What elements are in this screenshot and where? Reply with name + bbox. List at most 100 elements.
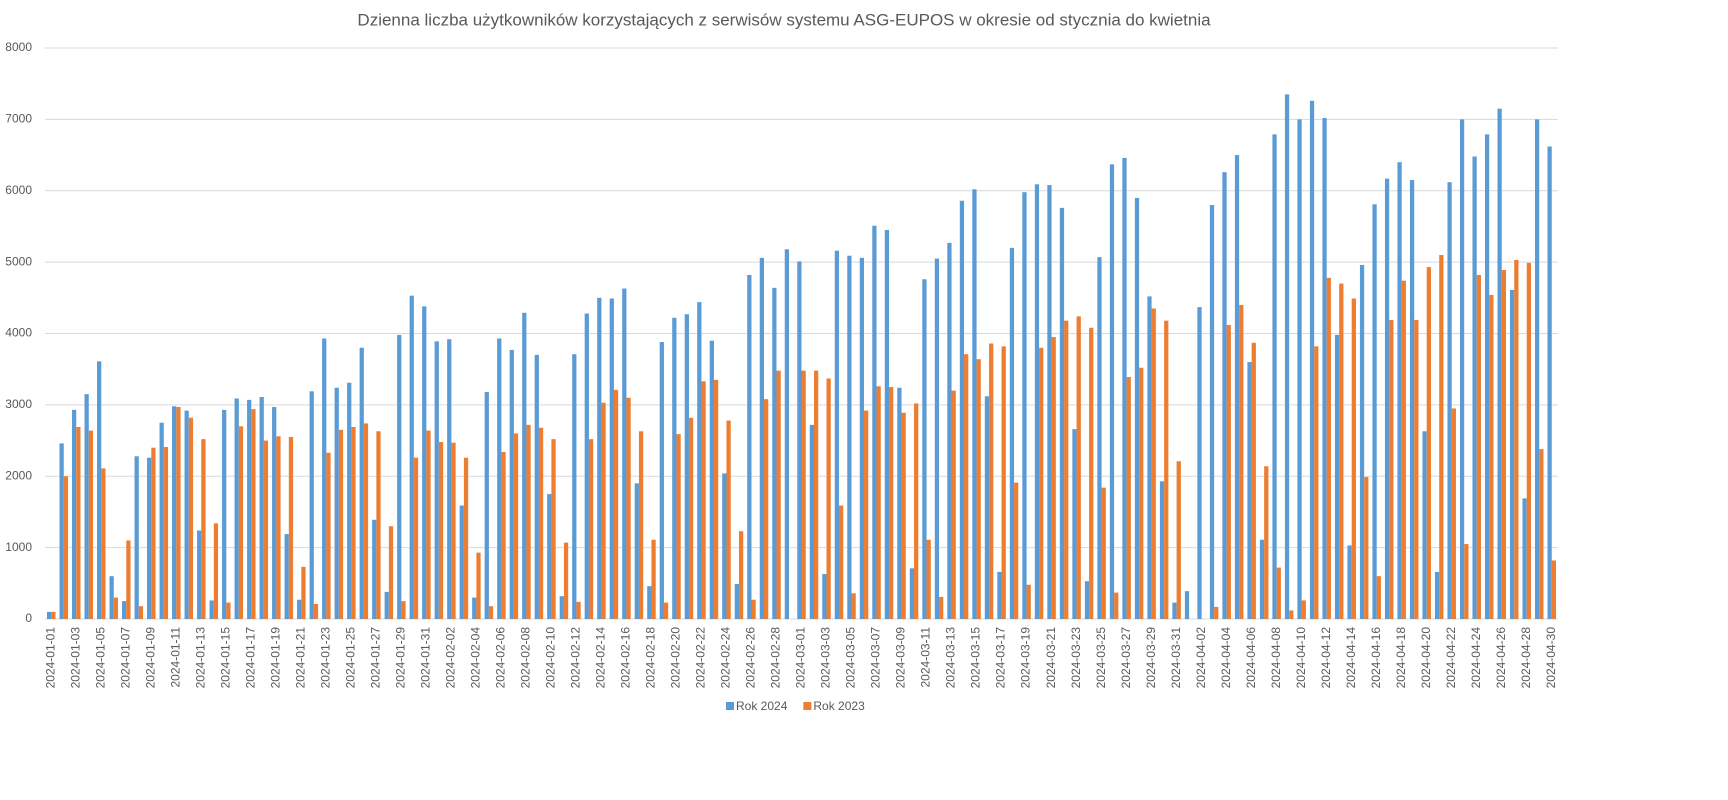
bar [497,338,502,619]
y-tick-label: 2000 [5,468,32,482]
bar [1451,408,1456,619]
bar [163,446,169,619]
bar [1509,289,1515,619]
bar [1314,346,1319,619]
bar [814,370,819,619]
bar [801,370,806,619]
bar [401,601,406,619]
bar [351,427,356,619]
bar [697,302,702,619]
bar [134,456,139,619]
bar [1351,298,1356,619]
bar [1097,257,1102,619]
x-tick-label: 2024-02-02 [444,627,458,689]
x-tick-label: 2024-02-06 [494,627,508,689]
bar [601,402,606,619]
x-tick-label: 2024-01-09 [143,627,157,689]
bar [722,473,727,619]
bar [1239,304,1244,619]
x-tick-label: 2024-01-19 [268,627,282,689]
y-tick-label: 3000 [5,397,32,411]
bar [488,606,494,619]
bar [1376,576,1381,619]
bar [1551,560,1556,619]
bar [1534,119,1540,619]
bar [1022,192,1027,620]
x-tick-label: 2024-04-04 [1219,627,1233,689]
bar [1426,267,1431,619]
y-tick-label: 6000 [5,183,32,197]
x-tick-label: 2024-02-28 [769,627,783,689]
x-tick-label: 2024-03-07 [869,627,883,689]
x-tick-label: 2024-02-24 [719,627,733,689]
bar [809,424,815,619]
bar [1347,545,1352,619]
x-tick-label: 2024-03-31 [1169,627,1183,689]
bar [363,423,369,619]
bar [1264,466,1269,619]
bar [1359,264,1365,619]
legend-label: Rok 2023 [813,699,865,713]
bar [509,349,514,619]
bar [1101,487,1106,619]
bar [1014,482,1019,619]
bar [1297,119,1302,619]
bar [413,457,419,619]
bar [1364,476,1369,619]
bar [1026,584,1031,619]
bar [1114,592,1119,619]
x-tick-label: 2024-01-13 [193,627,207,689]
x-tick-label: 2024-01-15 [218,627,232,689]
bar [1259,539,1265,619]
bar [1501,269,1506,619]
bar [1072,429,1077,619]
bar [426,430,431,619]
bar [1122,157,1127,620]
bar [634,483,639,619]
bar [259,397,264,619]
bar [113,597,119,619]
bar [322,338,327,619]
bar [1064,320,1069,619]
bar [226,602,231,619]
bar [1034,184,1040,620]
bar [1522,498,1527,619]
chart-title: Dzienna liczba użytkowników korzystający… [357,10,1211,29]
bar [763,399,769,619]
x-tick-label: 2024-01-21 [294,627,308,689]
bar [1139,367,1144,619]
bar [534,354,539,619]
bar [251,409,256,619]
bar [376,431,381,619]
bar [647,586,652,619]
bar [47,611,52,619]
bar [914,403,919,619]
x-tick-label: 2024-03-19 [1019,627,1033,689]
bar [626,397,631,619]
bar [388,526,394,619]
bar [1334,334,1340,619]
bar [976,359,981,619]
x-tick-label: 2024-01-11 [168,627,182,688]
bar [1076,316,1081,619]
bar [1272,134,1277,619]
x-tick-label: 2024-01-27 [369,627,383,689]
bar [347,382,352,619]
bar [409,295,414,619]
bar [884,230,890,619]
bar [276,436,281,619]
x-tick-label: 2024-04-08 [1269,627,1283,689]
legend-swatch [803,702,812,710]
bar [1147,296,1152,619]
x-tick-label: 2024-04-28 [1519,627,1533,689]
bar [359,347,364,619]
x-tick-label: 2024-03-01 [794,627,808,689]
bar [309,391,314,619]
x-tick-label: 2024-04-22 [1444,627,1458,689]
bar [1159,481,1165,619]
bar [63,476,69,619]
bar [864,410,869,619]
bar [709,340,714,619]
bar [526,424,531,619]
